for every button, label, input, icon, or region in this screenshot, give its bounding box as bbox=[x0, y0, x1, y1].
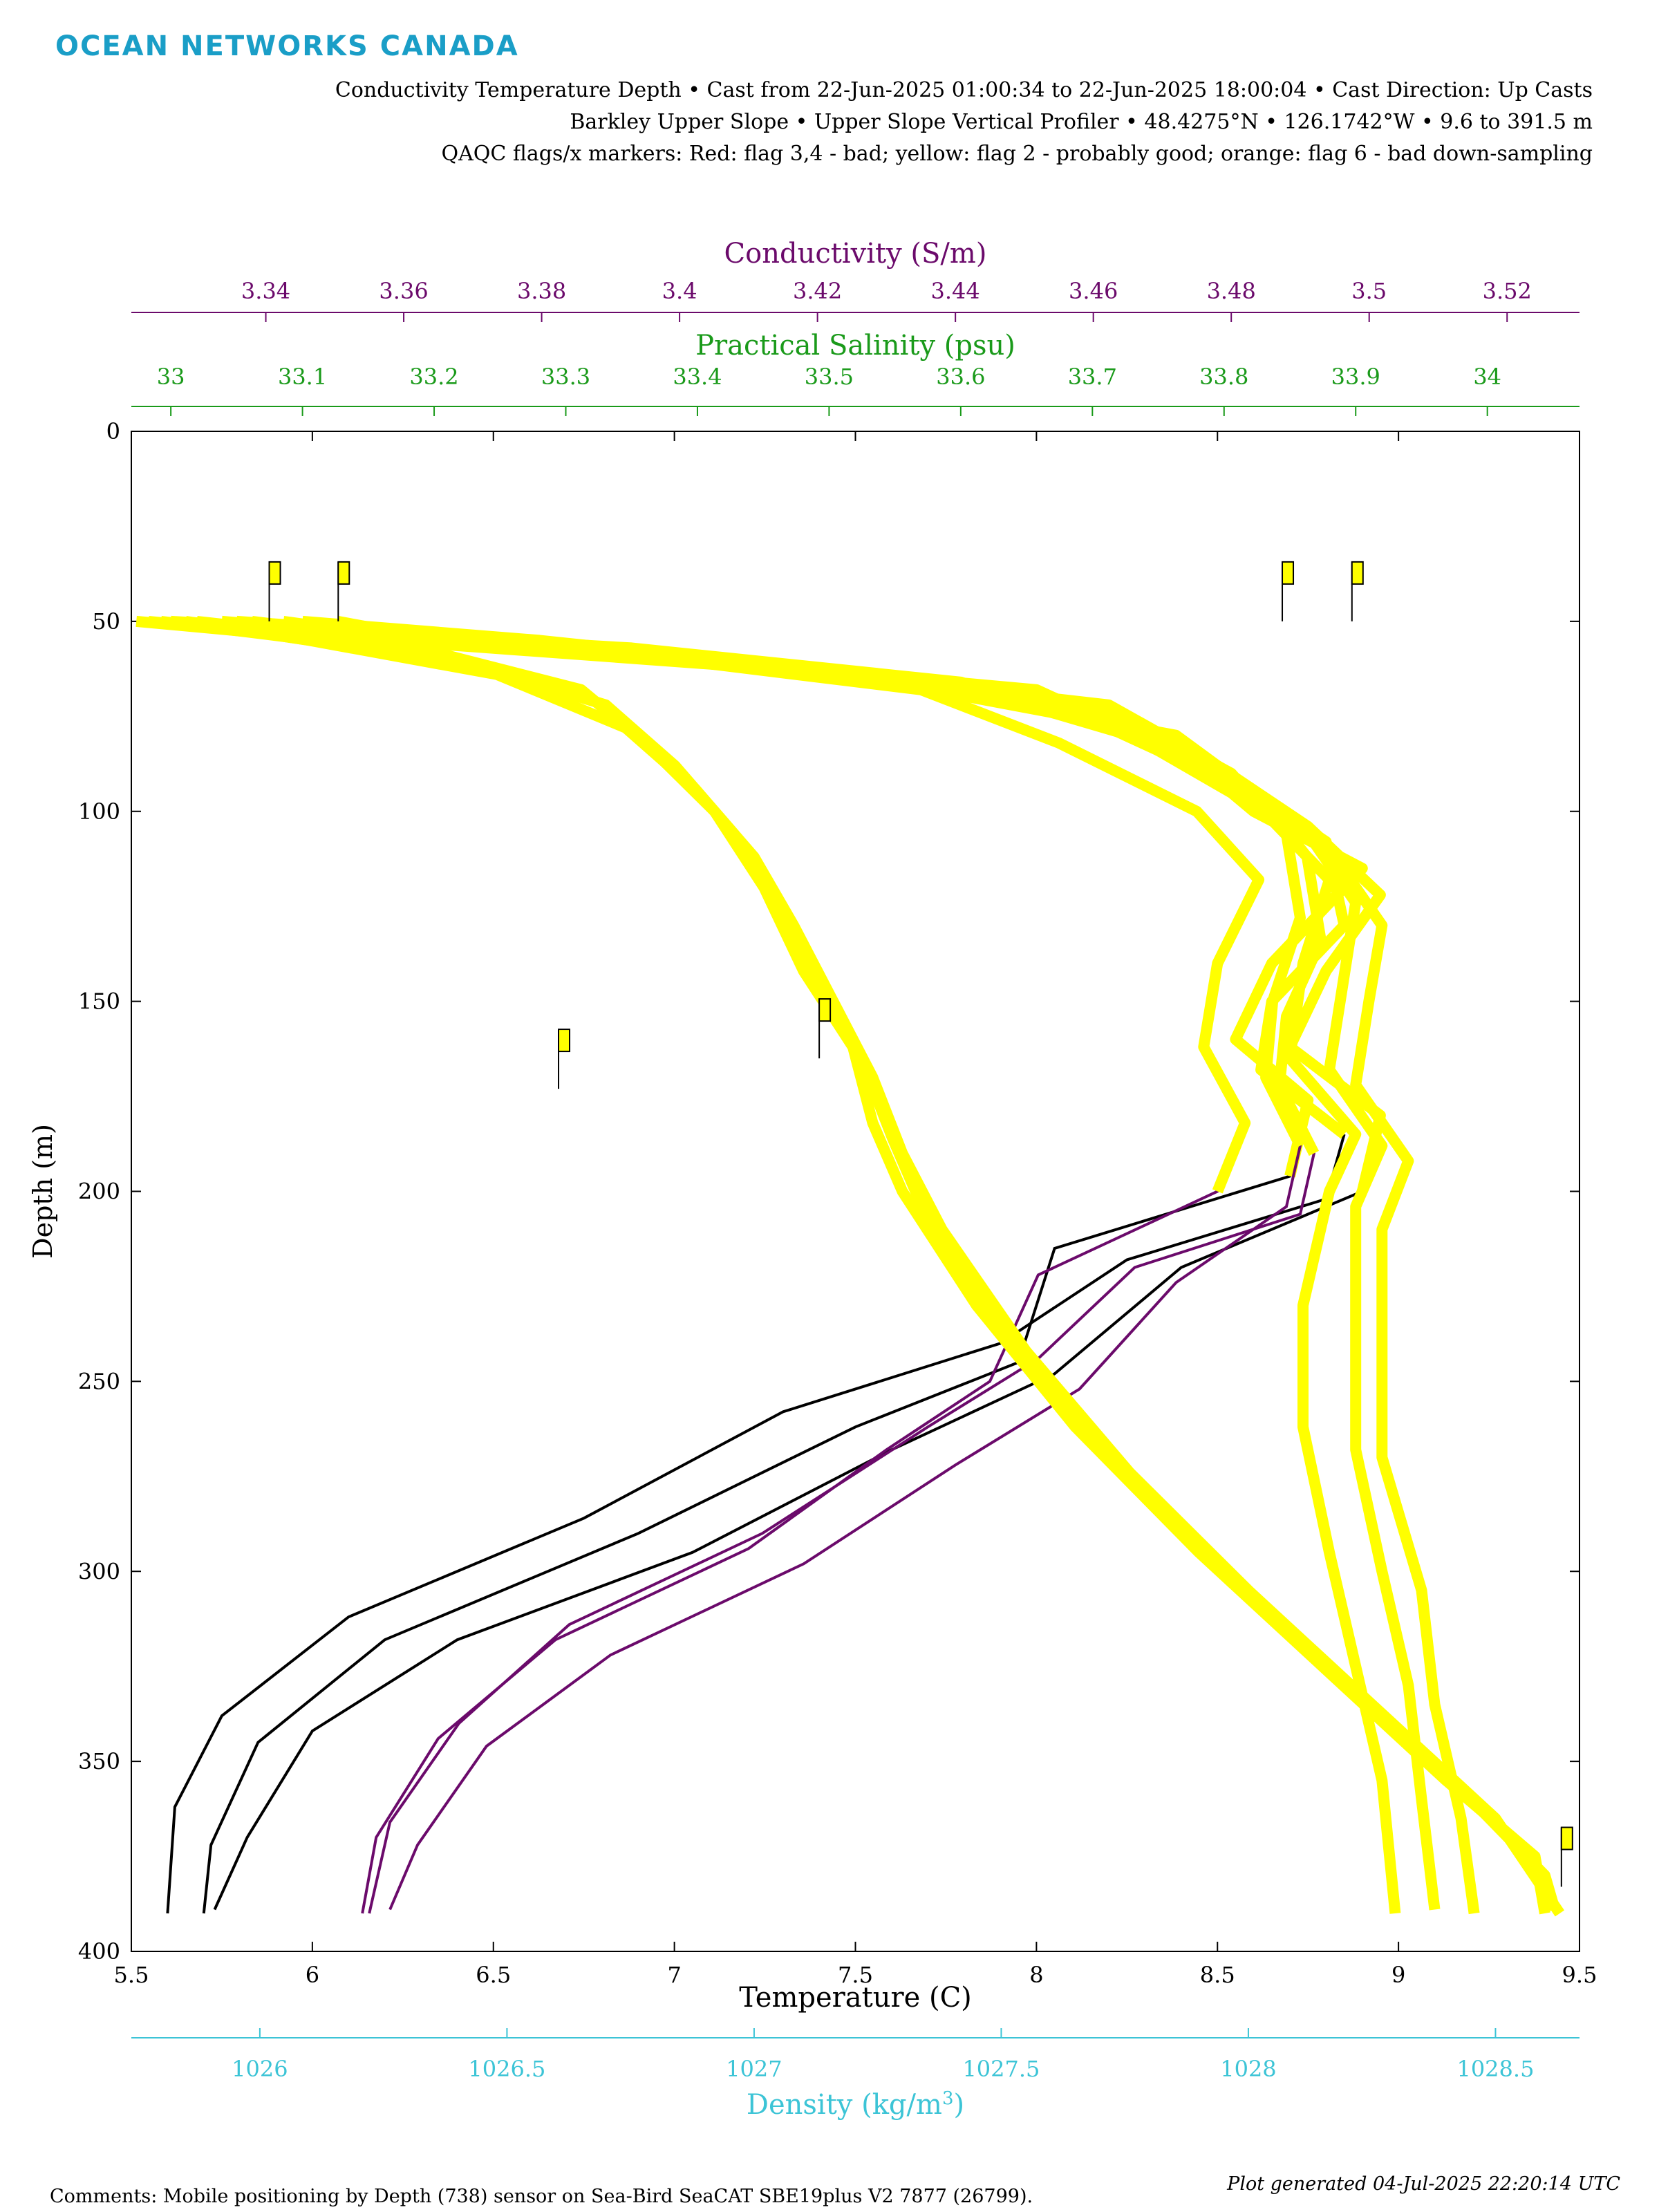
temperature-tick-label: 9 bbox=[1391, 1962, 1405, 1988]
density-tick-label: 1026.5 bbox=[468, 2056, 545, 2082]
temperature-axis-label: Temperature (C) bbox=[739, 1982, 972, 2014]
density-cast-flagged bbox=[135, 615, 1550, 1915]
salinity-cast-flagged bbox=[301, 615, 1480, 1915]
salinity-tick-label: 34 bbox=[1473, 364, 1501, 390]
density-tick-label: 1027.5 bbox=[962, 2056, 1040, 2082]
temperature-tick-label: 6 bbox=[306, 1962, 319, 1988]
conductivity-cast-line bbox=[368, 1084, 1316, 1914]
density-tick-label: 1026 bbox=[232, 2056, 288, 2082]
temperature-tick-label: 9.5 bbox=[1562, 1962, 1597, 1988]
conductivity-tick-label: 3.38 bbox=[517, 278, 566, 304]
salinity-tick-label: 33.9 bbox=[1331, 364, 1380, 390]
comments-text: Comments: Mobile positioning by Depth (7… bbox=[50, 2186, 1033, 2207]
salinity-tick-label: 33.3 bbox=[541, 364, 590, 390]
temperature-tick-label: 6.5 bbox=[476, 1962, 511, 1988]
depth-axis-label: Depth (m) bbox=[28, 1124, 58, 1259]
salinity-tick-label: 33.8 bbox=[1199, 364, 1248, 390]
salinity-tick-label: 33.2 bbox=[409, 364, 458, 390]
depth-tick-label: 0 bbox=[106, 418, 120, 444]
depth-tick-label: 100 bbox=[78, 798, 120, 825]
temperature-tick-label: 5.5 bbox=[114, 1962, 149, 1988]
temperature-tick-label: 7.5 bbox=[838, 1962, 873, 1988]
depth-tick-label: 250 bbox=[78, 1368, 120, 1394]
conductivity-tick-label: 3.48 bbox=[1207, 278, 1256, 304]
temperature-cast-flagged bbox=[221, 615, 1368, 1178]
density-cast-flagged bbox=[185, 615, 1565, 1917]
temperature-cast-line bbox=[213, 1115, 1382, 1911]
salinity-tick-label: 33.5 bbox=[805, 364, 854, 390]
conductivity-axis-label: Conductivity (S/m) bbox=[724, 238, 987, 270]
plot-generated-timestamp: Plot generated 04-Jul-2025 22:20:14 UTC bbox=[1227, 2173, 1620, 2195]
temperature-cast-line bbox=[202, 1100, 1310, 1914]
conductivity-cast-flagged bbox=[196, 615, 1306, 1149]
depth-tick-label: 350 bbox=[78, 1748, 120, 1774]
temperature-tick-label: 8 bbox=[1029, 1962, 1043, 1988]
temperature-cast-flagged bbox=[337, 616, 1350, 1139]
conductivity-tick-label: 3.4 bbox=[662, 278, 697, 304]
salinity-tick-label: 33.1 bbox=[278, 364, 327, 390]
salinity-axis-label: Practical Salinity (psu) bbox=[695, 330, 1015, 362]
density-tick-label: 1028 bbox=[1220, 2056, 1276, 2082]
salinity-cast-flagged bbox=[170, 615, 1401, 1914]
flag-legend: QAQC flags/x markers: Red: flag 3,4 - ba… bbox=[441, 142, 1593, 166]
conductivity-cast-flagged bbox=[251, 615, 1327, 1156]
conductivity-tick-label: 3.34 bbox=[241, 278, 290, 304]
density-tick-label: 1027 bbox=[726, 2056, 782, 2082]
salinity-tick-label: 33 bbox=[157, 364, 185, 390]
depth-tick-label: 300 bbox=[78, 1558, 120, 1584]
depth-tick-label: 150 bbox=[78, 988, 120, 1015]
salinity-tick-label: 33.6 bbox=[936, 364, 985, 390]
qaqc-flag-marker bbox=[1282, 561, 1295, 585]
depth-tick-label: 50 bbox=[92, 608, 120, 635]
salinity-tick-label: 33.7 bbox=[1068, 364, 1117, 390]
qaqc-flag-marker bbox=[1351, 561, 1364, 585]
brand-logo: OCEAN NETWORKS CANADA bbox=[55, 30, 519, 62]
temperature-tick-label: 8.5 bbox=[1200, 1962, 1235, 1988]
chart-title: Conductivity Temperature Depth • Cast fr… bbox=[335, 78, 1593, 102]
conductivity-tick-label: 3.44 bbox=[931, 278, 980, 304]
depth-tick-label: 200 bbox=[78, 1179, 120, 1205]
depth-tick-label: 400 bbox=[78, 1938, 120, 1965]
qaqc-flag-marker bbox=[558, 1029, 571, 1053]
salinity-cast-flagged bbox=[236, 615, 1441, 1911]
conductivity-tick-label: 3.5 bbox=[1351, 278, 1387, 304]
temperature-cast-flagged bbox=[282, 615, 1386, 1193]
qaqc-flag-marker bbox=[268, 561, 281, 585]
temperature-tick-label: 7 bbox=[667, 1962, 681, 1988]
qaqc-flag-marker bbox=[337, 561, 350, 585]
salinity-tick-label: 33.4 bbox=[673, 364, 722, 390]
conductivity-cast-line bbox=[388, 1076, 1302, 1911]
qaqc-flag-marker bbox=[1560, 1826, 1573, 1850]
temperature-cast-line bbox=[166, 1134, 1346, 1914]
conductivity-cast-line bbox=[361, 1122, 1247, 1914]
density-tick-label: 1028.5 bbox=[1456, 2056, 1534, 2082]
conductivity-tick-label: 3.36 bbox=[379, 278, 428, 304]
qaqc-flag-marker bbox=[818, 998, 832, 1022]
conductivity-tick-label: 3.52 bbox=[1483, 278, 1532, 304]
conductivity-tick-label: 3.42 bbox=[793, 278, 842, 304]
density-cast-flagged bbox=[160, 615, 1560, 1911]
conductivity-tick-label: 3.46 bbox=[1069, 278, 1118, 304]
chart-subtitle: Barkley Upper Slope • Upper Slope Vertic… bbox=[570, 110, 1593, 134]
density-axis-label: Density (kg/m3) bbox=[747, 2088, 964, 2121]
